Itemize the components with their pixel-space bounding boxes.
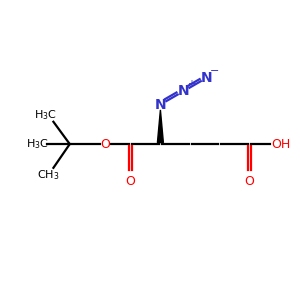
Text: −: − xyxy=(210,66,219,76)
Polygon shape xyxy=(158,110,164,142)
Text: +: + xyxy=(187,79,195,89)
Text: O: O xyxy=(100,138,110,151)
Text: H$_3$C: H$_3$C xyxy=(34,108,57,122)
Text: H$_3$C: H$_3$C xyxy=(26,137,49,151)
Text: OH: OH xyxy=(271,138,290,151)
Text: N: N xyxy=(154,98,166,112)
Text: CH$_3$: CH$_3$ xyxy=(37,168,60,182)
Text: O: O xyxy=(126,175,136,188)
Text: O: O xyxy=(244,175,254,188)
Text: N: N xyxy=(201,71,212,85)
Text: N: N xyxy=(178,84,189,98)
